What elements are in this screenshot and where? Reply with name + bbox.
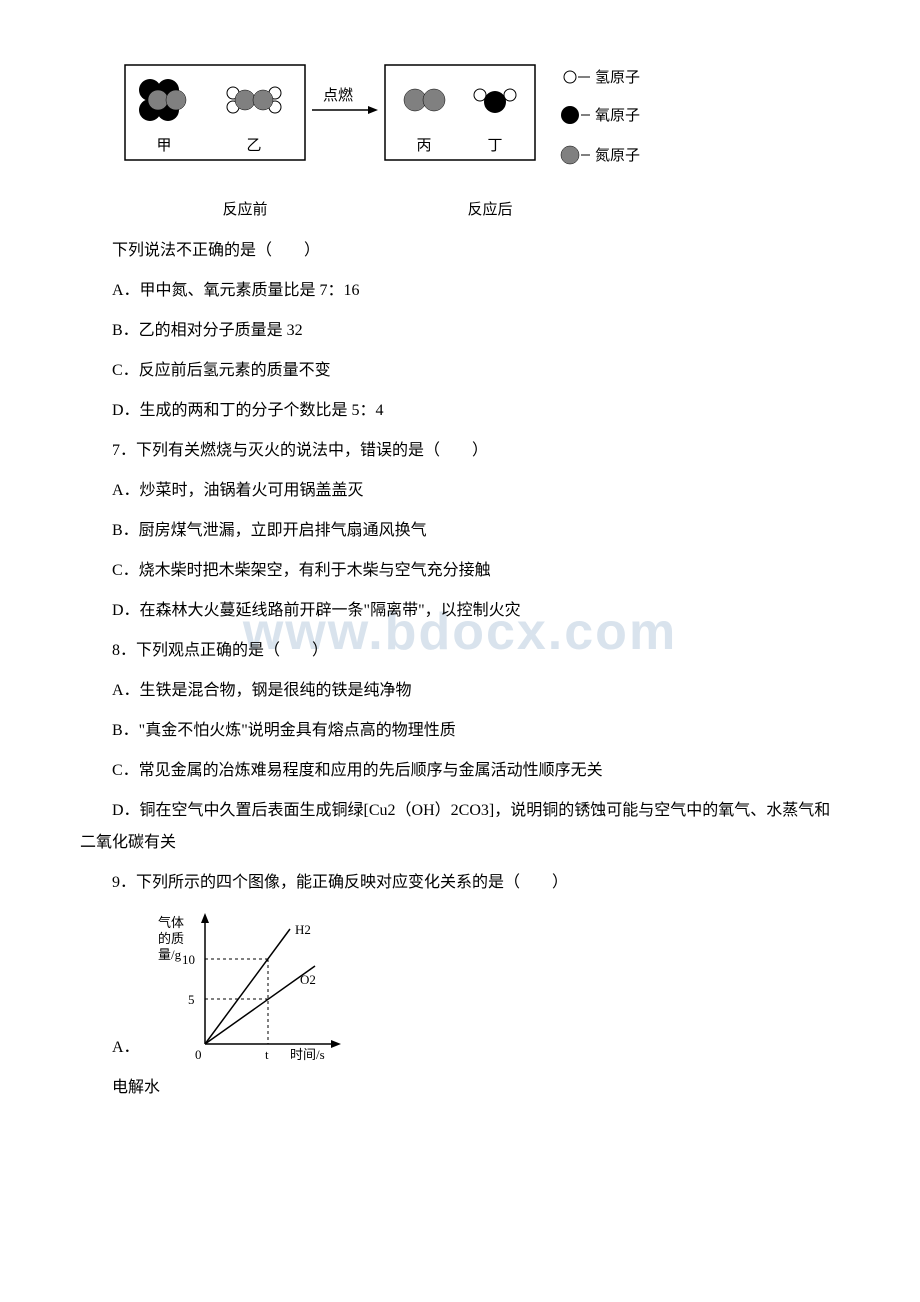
- h2-line: [205, 929, 290, 1044]
- reaction-diagram: 甲 乙 点燃 丙 丁 氢原子 氧原子 氮原子 反应前 反应后: [120, 60, 840, 225]
- o2-label: O2: [300, 972, 316, 987]
- nitrogen-atom: [423, 89, 445, 111]
- molecule-diagram-svg: 甲 乙 点燃 丙 丁 氢原子 氧原子 氮原子: [120, 60, 660, 190]
- electrolysis-chart: 气体 的质 量/g 0 5 10 t 时间/s H2 O2: [150, 909, 350, 1064]
- chart-xtick-t: t: [265, 1047, 269, 1062]
- q7-option-a: A．炒菜时，油锅着火可用锅盖盖灭: [80, 475, 840, 507]
- chart-ylabel-2: 的质: [158, 931, 184, 946]
- legend-oxygen-label: 氧原子: [595, 107, 640, 124]
- q6-option-c: C．反应前后氢元素的质量不变: [80, 355, 840, 387]
- q6-option-b: B．乙的相对分子质量是 32: [80, 315, 840, 347]
- nitrogen-atom: [235, 90, 255, 110]
- hydrogen-atom: [504, 89, 516, 101]
- legend-hydrogen-label: 氢原子: [595, 69, 640, 86]
- bing-label: 丙: [416, 138, 431, 154]
- y-axis-arrow: [201, 913, 209, 923]
- chart-ytick-10: 10: [182, 952, 195, 967]
- hydrogen-atom: [474, 89, 486, 101]
- h2-label: H2: [295, 922, 311, 937]
- o2-line: [205, 966, 315, 1044]
- q8-option-c: C．常见金属的冶炼难易程度和应用的先后顺序与金属活动性顺序无关: [80, 755, 840, 787]
- before-label: 反应前: [160, 195, 330, 225]
- reaction-arrow-head: [368, 106, 378, 114]
- yi-label: 乙: [246, 138, 261, 154]
- q9-option-a-label: A．: [80, 1032, 140, 1064]
- q8-stem: 8．下列观点正确的是（ ）: [80, 635, 840, 667]
- nitrogen-atom: [166, 90, 186, 110]
- legend-oxygen-icon: [561, 106, 579, 124]
- chart-ytick-5: 5: [188, 992, 195, 1007]
- nitrogen-atom: [148, 90, 168, 110]
- chart-ylabel-3: 量/g: [158, 947, 182, 962]
- q7-option-d: D．在森林大火蔓延线路前开辟一条"隔离带"，以控制火灾: [80, 595, 840, 627]
- nitrogen-atom: [404, 89, 426, 111]
- oxygen-atom: [484, 91, 506, 113]
- q8-option-d: D．铜在空气中久置后表面生成铜绿[Cu2（OH）2CO3]，说明铜的锈蚀可能与空…: [80, 795, 840, 859]
- legend-nitrogen-icon: [561, 146, 579, 164]
- legend-nitrogen-label: 氮原子: [595, 147, 640, 164]
- chart-xlabel: 时间/s: [290, 1047, 325, 1062]
- after-box: [385, 65, 535, 160]
- q7-option-b: B．厨房煤气泄漏，立即开启排气扇通风换气: [80, 515, 840, 547]
- nitrogen-atom: [253, 90, 273, 110]
- legend-hydrogen-icon: [564, 71, 576, 83]
- q7-option-c: C．烧木柴时把木柴架空，有利于木柴与空气充分接触: [80, 555, 840, 587]
- after-label: 反应后: [415, 195, 565, 225]
- jia-label: 甲: [156, 138, 171, 154]
- chart-origin: 0: [195, 1047, 202, 1062]
- x-axis-arrow: [331, 1040, 341, 1048]
- ding-label: 丁: [487, 138, 502, 154]
- q8-option-a: A．生铁是混合物，钢是很纯的铁是纯净物: [80, 675, 840, 707]
- q9-stem: 9．下列所示的四个图像，能正确反映对应变化关系的是（ ）: [80, 867, 840, 899]
- arrow-label: 点燃: [323, 86, 353, 104]
- q7-stem: 7．下列有关燃烧与灭火的说法中，错误的是（ ）: [80, 435, 840, 467]
- q6-option-a: A．甲中氮、氧元素质量比是 7：16: [80, 275, 840, 307]
- q8-option-b: B．"真金不怕火炼"说明金具有熔点高的物理性质: [80, 715, 840, 747]
- chart-ylabel-1: 气体: [158, 915, 184, 930]
- q9-a-caption: 电解水: [80, 1072, 840, 1104]
- q6-stem: 下列说法不正确的是（ ）: [80, 235, 840, 267]
- q6-option-d: D．生成的两和丁的分子个数比是 5：4: [80, 395, 840, 427]
